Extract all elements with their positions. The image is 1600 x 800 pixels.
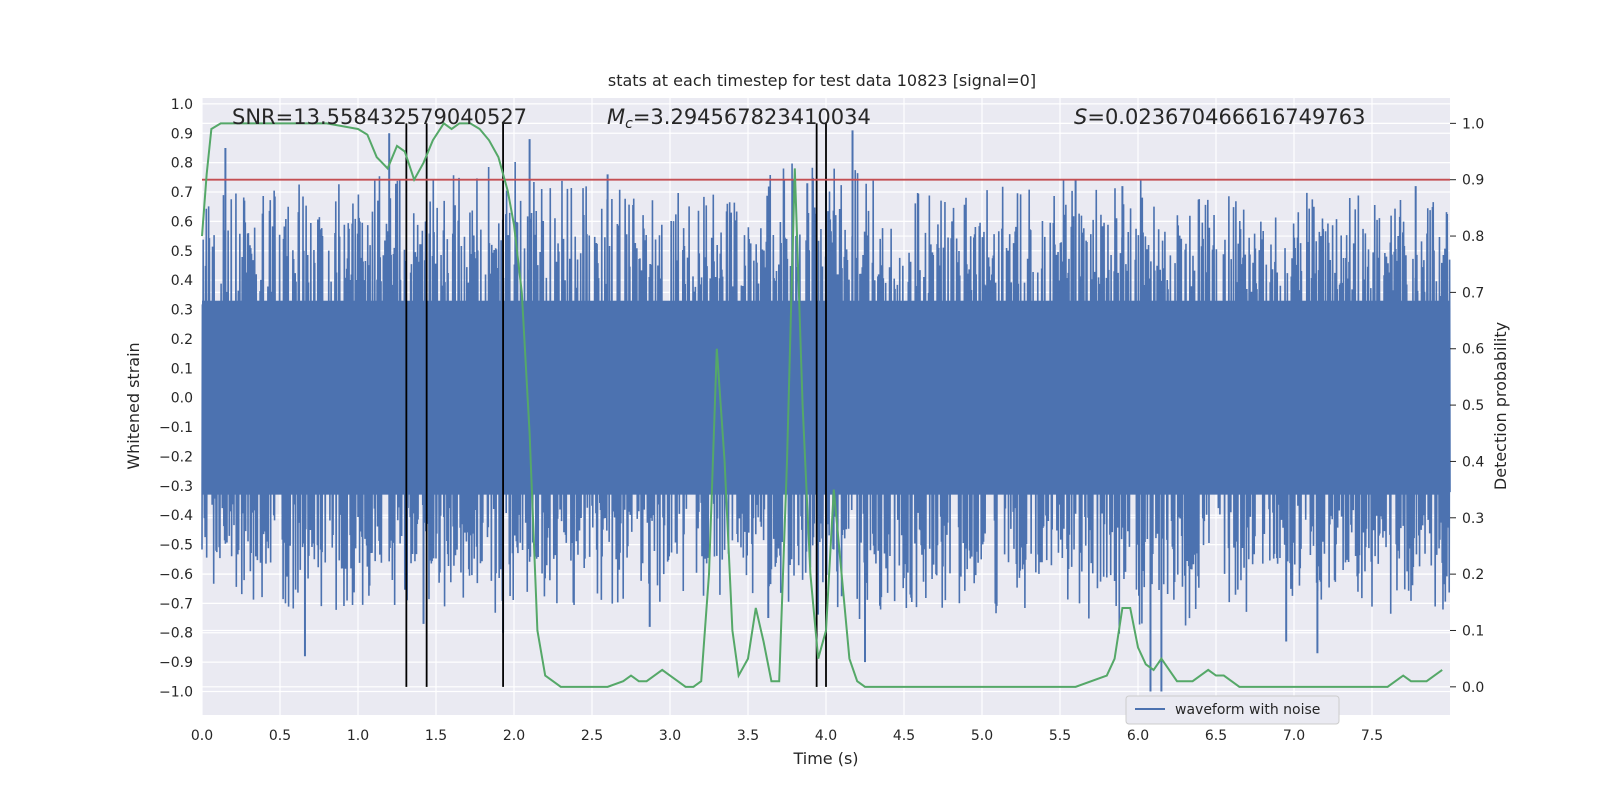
x-tick-label: 5.5 <box>1049 728 1071 744</box>
chirp-mass-annotation: Mc=3.294567823410034 <box>607 105 871 132</box>
vertical-markers <box>405 123 827 687</box>
legend-waveform-label: waveform with noise <box>1175 702 1320 718</box>
y-right-tick-label: 0.6 <box>1462 342 1484 358</box>
s-annotation: S=0.023670466616749763 <box>1074 105 1365 129</box>
y-left-tick-label: 0.2 <box>171 332 193 348</box>
x-tick-label: 7.0 <box>1283 728 1305 744</box>
y-left-axis-label: Whitened strain <box>124 342 143 469</box>
chirp-mass-symbol: M <box>607 105 625 129</box>
detection-probability-line <box>201 121 1443 688</box>
legend: waveform with noise <box>1125 695 1340 725</box>
y-left-axis-ticks: 1.0 0.9 0.8 0.7 0.6 0.5 0.4 0.3 0.2 0.1 0.0 −0.1 −0.… <box>159 97 193 701</box>
y-left-tick-label: 0.1 <box>171 361 193 377</box>
y-right-tick-label: 0.2 <box>1462 567 1484 583</box>
y-left-tick-label: −0.7 <box>159 596 193 612</box>
chirp-mass-subscript: c <box>625 116 633 132</box>
y-left-tick-label: −0.2 <box>159 449 193 465</box>
chart-title: stats at each timestep for test data 108… <box>608 71 1036 90</box>
y-right-tick-label: 0.9 <box>1462 173 1484 189</box>
y-left-tick-label: 0.4 <box>171 273 193 289</box>
y-left-tick-label: −0.1 <box>159 420 193 436</box>
x-tick-label: 0.0 <box>191 728 213 744</box>
y-left-tick-label: −0.5 <box>159 538 193 554</box>
y-right-tick-label: 0.4 <box>1462 454 1484 470</box>
y-left-tick-label: 0.0 <box>171 391 193 407</box>
detection-probability-series <box>201 121 1443 688</box>
y-left-tick-label: 0.8 <box>171 156 193 172</box>
x-tick-label: 4.5 <box>893 728 915 744</box>
y-right-tick-label: 0.3 <box>1462 511 1484 527</box>
y-left-tick-label: 0.3 <box>171 303 193 319</box>
y-right-tick-label: 0.1 <box>1462 623 1484 639</box>
x-tick-label: 1.0 <box>347 728 369 744</box>
y-left-tick-label: −0.6 <box>159 567 193 583</box>
y-left-tick-label: 0.7 <box>171 185 193 201</box>
chirp-mass-value: =3.294567823410034 <box>633 105 871 129</box>
x-axis-ticks: 0.0 0.5 1.0 1.5 2.0 2.5 3.0 3.5 4.0 4.5 5.0 5.5 6.0 6… <box>191 728 1383 744</box>
y-right-tick-label: 0.5 <box>1462 398 1484 414</box>
y-right-axis-label: Detection probability <box>1491 322 1510 490</box>
y-left-tick-label: −0.3 <box>159 479 193 495</box>
s-symbol: S <box>1074 105 1087 129</box>
x-tick-label: 6.5 <box>1205 728 1227 744</box>
x-axis-label: Time (s) <box>792 749 858 768</box>
y-right-axis-ticks: 1.0 0.9 0.8 0.7 0.6 0.5 0.4 0.3 0.2 0.1 0.0 <box>1450 116 1484 696</box>
x-tick-label: 5.0 <box>971 728 993 744</box>
y-right-tick-label: 0.7 <box>1462 285 1484 301</box>
x-tick-label: 6.0 <box>1127 728 1149 744</box>
y-left-tick-label: 0.6 <box>171 214 193 230</box>
y-left-tick-label: −0.8 <box>159 626 193 642</box>
y-left-tick-label: −1.0 <box>159 684 193 700</box>
y-right-tick-label: 0.0 <box>1462 680 1484 696</box>
x-tick-label: 2.0 <box>503 728 525 744</box>
s-value: =0.023670466616749763 <box>1087 105 1365 129</box>
x-tick-label: 7.5 <box>1361 728 1383 744</box>
y-right-tick-label: 1.0 <box>1462 116 1484 132</box>
y-right-tick-label: 0.8 <box>1462 229 1484 245</box>
snr-annotation: SNR=13.558432579040527 <box>232 105 527 129</box>
y-left-tick-label: 0.9 <box>171 126 193 142</box>
x-tick-label: 4.0 <box>815 728 837 744</box>
y-left-tick-label: 1.0 <box>171 97 193 113</box>
legend-box <box>1125 695 1340 725</box>
x-tick-label: 0.5 <box>269 728 291 744</box>
x-tick-label: 3.0 <box>659 728 681 744</box>
y-left-tick-label: −0.9 <box>159 655 193 671</box>
x-tick-label: 1.5 <box>425 728 447 744</box>
x-tick-label: 3.5 <box>737 728 759 744</box>
y-left-tick-label: −0.4 <box>159 508 193 524</box>
x-tick-label: 2.5 <box>581 728 603 744</box>
y-left-tick-label: 0.5 <box>171 244 193 260</box>
